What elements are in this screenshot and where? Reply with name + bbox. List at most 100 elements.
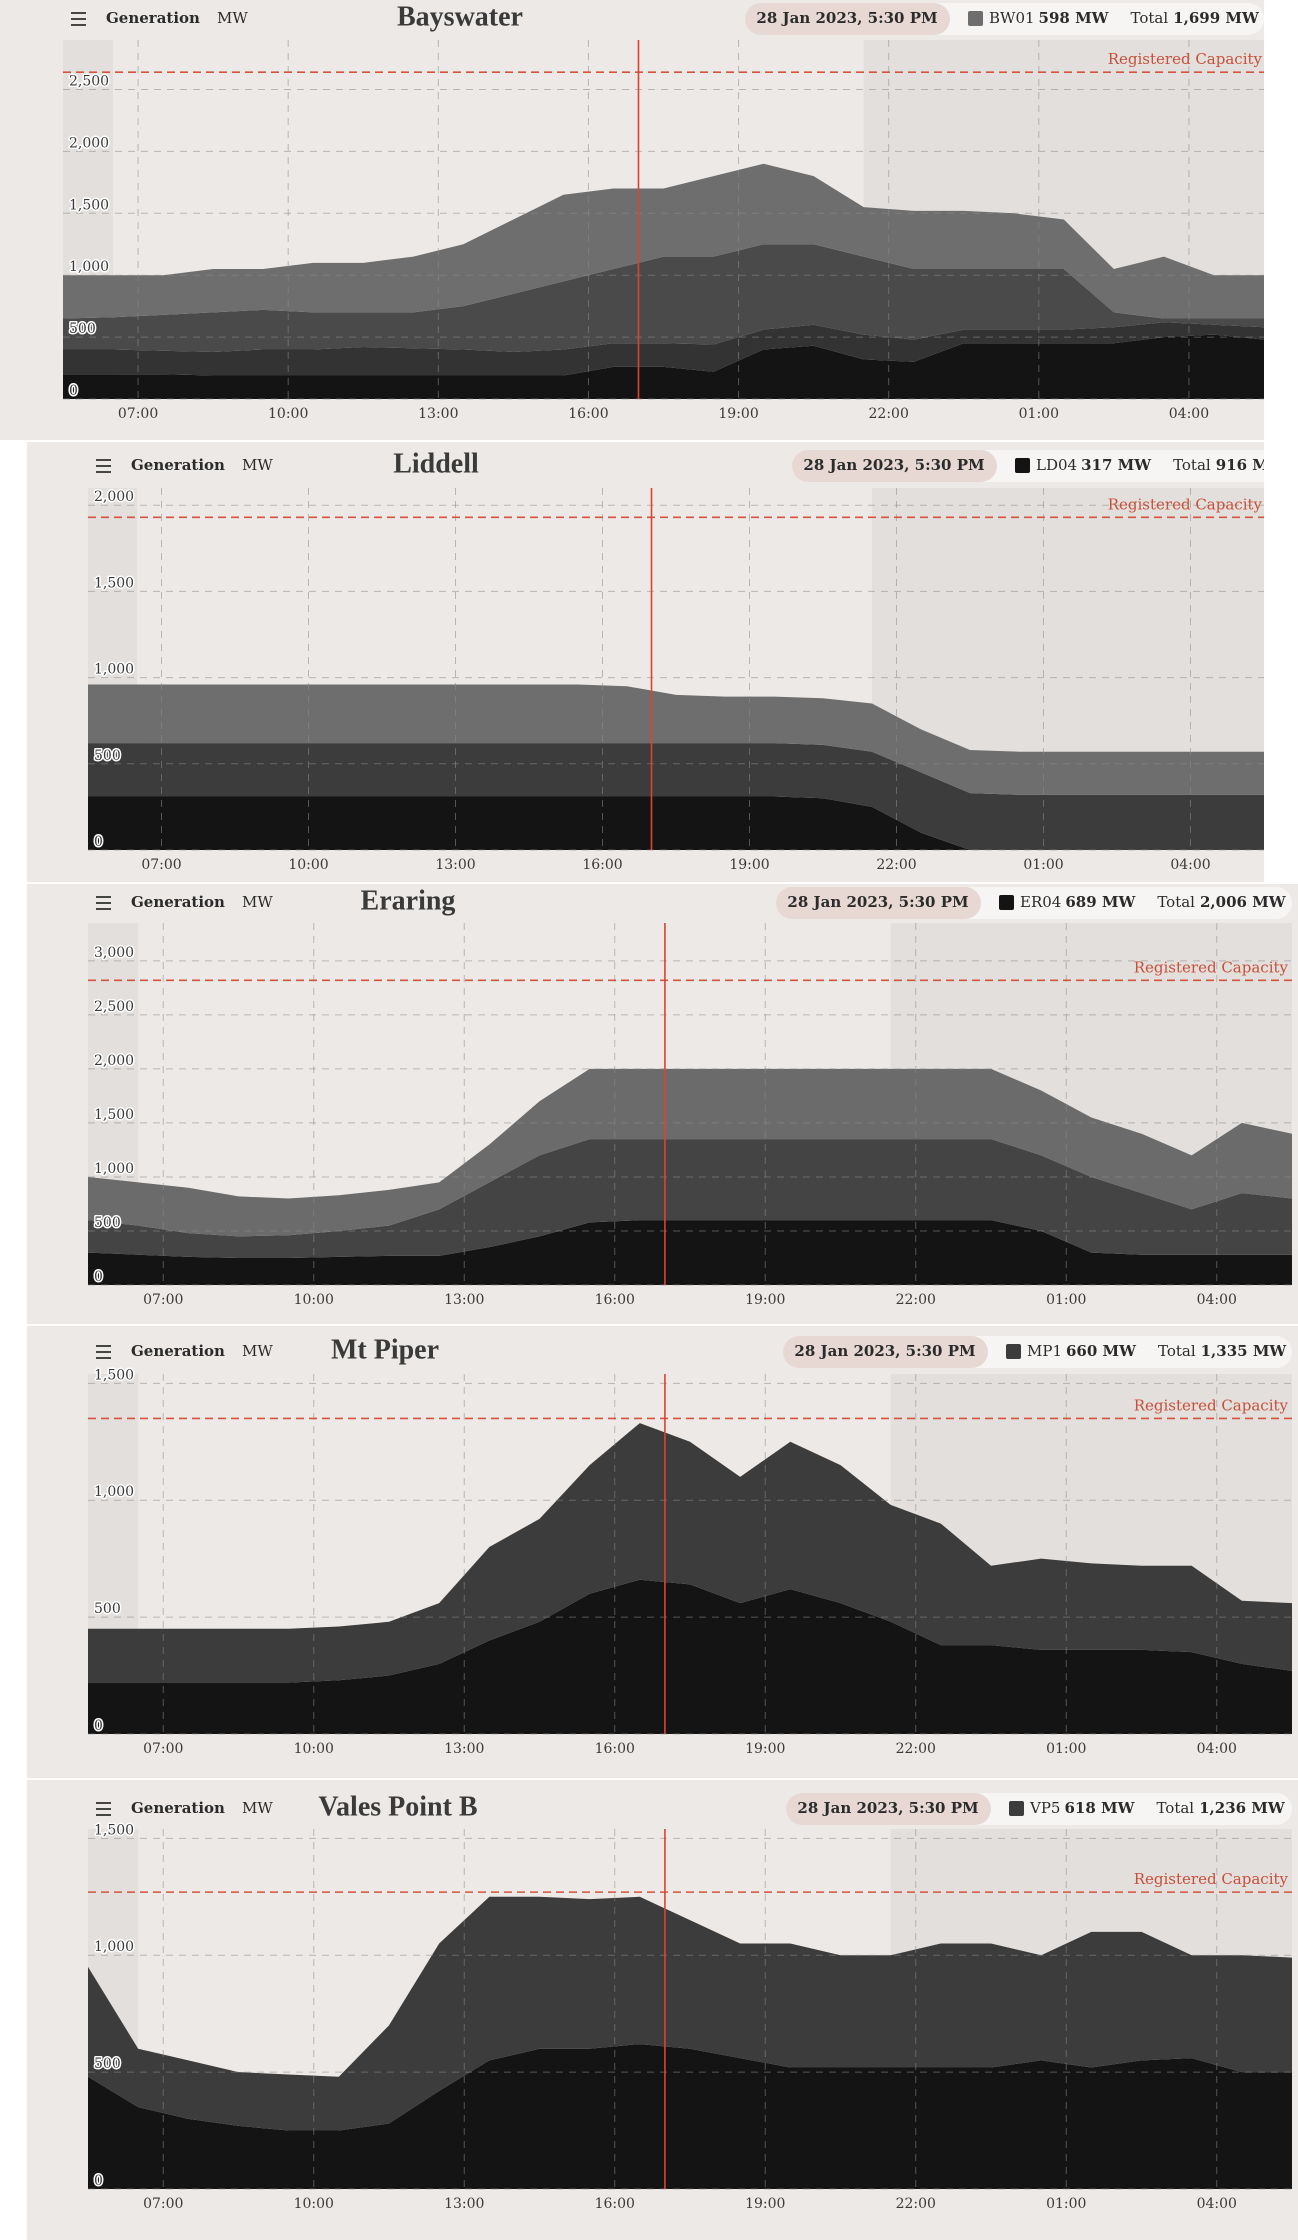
date-pill[interactable]	[792, 450, 997, 482]
y-tick-label: 0	[94, 1718, 103, 1734]
area-series	[88, 1220, 1292, 1285]
x-tick-label: 16:00	[595, 1741, 635, 1757]
menu-icon[interactable]	[71, 12, 86, 26]
x-tick-label: 07:00	[143, 1741, 183, 1757]
y-tick-label: 0	[94, 834, 103, 850]
menu-icon[interactable]	[96, 1345, 111, 1359]
menu-icon[interactable]	[96, 896, 111, 910]
x-tick-label: 01:00	[1023, 857, 1063, 873]
x-tick-label: 19:00	[729, 857, 769, 873]
area-series	[88, 1423, 1292, 1683]
date-pill[interactable]	[745, 3, 950, 35]
date-label: 28 Jan 2023, 5:30 PM	[787, 893, 968, 911]
legend-name: VP5	[1029, 1799, 1060, 1817]
capacity-label: Registered Capacity	[1134, 958, 1289, 976]
y-tick-label: 500	[94, 748, 121, 764]
x-tick-label: 22:00	[896, 2196, 936, 2212]
x-tick-label: 07:00	[141, 857, 181, 873]
capacity-label: Registered Capacity	[1108, 495, 1263, 513]
chart-panel: Registered Capacity 0 500 1,000 1,500 07:00 10…	[27, 1326, 1298, 1778]
legend-swatch	[999, 895, 1014, 910]
chart-panel: Registered Capacity 0 500 1,000 1,500 2,000 2,…	[27, 884, 1298, 1324]
capacity-label: Registered Capacity	[1134, 1396, 1289, 1414]
legend-name: ER04	[1020, 893, 1061, 911]
x-tick-label: 01:00	[1019, 406, 1059, 422]
y-tick-label: 1,000	[94, 662, 134, 678]
readout-value: 598 MW	[1039, 9, 1110, 27]
area-series	[88, 743, 1264, 850]
y-tick-label: 1,500	[94, 1822, 134, 1838]
x-tick-label: 04:00	[1169, 406, 1209, 422]
menu-icon[interactable]	[96, 1802, 111, 1816]
area-series	[88, 2044, 1292, 2189]
y-tick-label: 2,500	[69, 74, 109, 90]
y-tick-label: 1,500	[94, 1367, 134, 1383]
date-label: 28 Jan 2023, 5:30 PM	[803, 456, 984, 474]
x-tick-label: 13:00	[435, 857, 475, 873]
x-tick-label: 01:00	[1046, 1741, 1086, 1757]
y-tick-label: 1,000	[94, 1939, 134, 1955]
unit-label: MW	[242, 893, 273, 911]
total-value: 916 MW	[1216, 456, 1287, 474]
x-tick-label: 01:00	[1046, 1292, 1086, 1308]
y-tick-label: 500	[94, 1215, 121, 1231]
legend-name: MP1	[1027, 1342, 1062, 1360]
readout-value: 660 MW	[1066, 1342, 1137, 1360]
x-tick-label: 22:00	[869, 406, 909, 422]
x-tick-label: 19:00	[745, 1292, 785, 1308]
station-title: Bayswater	[397, 1, 523, 32]
total-value: 1,236 MW	[1199, 1799, 1286, 1817]
area-series	[63, 163, 1264, 319]
area-series	[63, 322, 1264, 376]
capacity-label: Registered Capacity	[1134, 1870, 1289, 1888]
x-tick-label: 16:00	[568, 406, 608, 422]
date-pill[interactable]	[786, 1793, 991, 1825]
legend-name: BW01	[989, 9, 1035, 27]
area-series	[63, 244, 1264, 352]
y-tick-label: 2,000	[69, 135, 109, 151]
x-tick-label: 10:00	[288, 857, 328, 873]
readout-value: 618 MW	[1064, 1799, 1135, 1817]
y-tick-label: 2,000	[94, 489, 134, 505]
y-tick-label: 3,000	[94, 945, 134, 961]
x-tick-label: 22:00	[876, 857, 916, 873]
unit-label: MW	[217, 9, 248, 27]
x-tick-label: 19:00	[745, 1741, 785, 1757]
x-tick-label: 07:00	[143, 2196, 183, 2212]
date-label: 28 Jan 2023, 5:30 PM	[756, 9, 937, 27]
chart-panel: Registered Capacity 0 500 1,000 1,500 07:00 10…	[27, 1780, 1298, 2240]
y-tick-label: 1,000	[94, 1484, 134, 1500]
area-series	[88, 1139, 1292, 1258]
total-value: 1,335 MW	[1201, 1342, 1288, 1360]
x-tick-label: 16:00	[595, 2196, 635, 2212]
x-tick-label: 22:00	[896, 1292, 936, 1308]
y-tick-label: 2,000	[94, 1053, 134, 1069]
y-tick-label: 1,000	[69, 259, 109, 275]
x-tick-label: 07:00	[118, 406, 158, 422]
x-tick-label: 16:00	[595, 1292, 635, 1308]
date-pill[interactable]	[776, 887, 981, 919]
x-tick-label: 10:00	[294, 2196, 334, 2212]
total-value: 1,699 MW	[1173, 9, 1260, 27]
x-tick-label: 04:00	[1197, 1292, 1237, 1308]
x-tick-label: 13:00	[444, 1292, 484, 1308]
x-tick-label: 04:00	[1197, 2196, 1237, 2212]
legend-swatch	[1009, 1801, 1024, 1816]
readout-value: 317 MW	[1081, 456, 1152, 474]
header-label: Generation	[106, 9, 200, 27]
date-pill[interactable]	[783, 1336, 988, 1368]
unit-label: MW	[242, 1342, 273, 1360]
menu-icon[interactable]	[96, 459, 111, 473]
area-series	[88, 796, 1264, 850]
date-label: 28 Jan 2023, 5:30 PM	[794, 1342, 975, 1360]
x-tick-label: 16:00	[582, 857, 622, 873]
legend-swatch	[1006, 1344, 1021, 1359]
header-label: Generation	[131, 1342, 225, 1360]
legend-swatch	[1015, 458, 1030, 473]
x-tick-label: 07:00	[143, 1292, 183, 1308]
header-label: Generation	[131, 893, 225, 911]
y-tick-label: 500	[69, 321, 96, 337]
total-label: Total	[1156, 1799, 1194, 1817]
station-title: Mt Piper	[331, 1334, 439, 1365]
